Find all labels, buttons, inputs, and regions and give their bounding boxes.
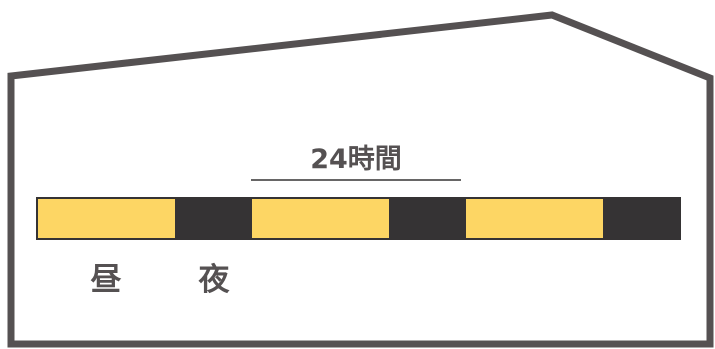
- segment-day-1: [36, 197, 177, 240]
- day-night-timeline: [36, 197, 681, 240]
- span-24h-label: 24時間: [310, 144, 402, 175]
- night-label: 夜: [198, 262, 231, 298]
- day-label: 昼: [91, 262, 122, 298]
- segment-day-2: [250, 197, 391, 240]
- segment-night-1: [175, 197, 252, 240]
- segment-night-3: [603, 197, 681, 240]
- house-outline: [7, 11, 714, 348]
- segment-day-3: [464, 197, 605, 240]
- segment-night-2: [389, 197, 466, 240]
